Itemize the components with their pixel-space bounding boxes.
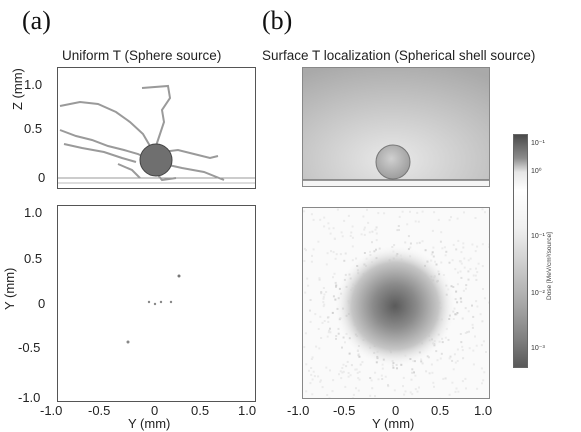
dose-side-view [303,68,489,186]
panel-a-letter: (a) [22,6,51,35]
ytick-top-2: 0.5 [24,121,43,136]
scatter-points [126,274,181,344]
xtick-a-4: 0.5 [191,403,210,418]
panel-b-title: Surface T localization (Spherical shell … [262,48,536,63]
track-plot [58,84,255,184]
xtick-a-2: -0.5 [88,403,111,418]
ytick-bottom-3: 0 [38,296,46,311]
colorbar-tick-2: 10⁰ [531,168,542,175]
ytick-bottom-4: -0.5 [18,340,41,355]
ylabel-text: Z (mm) [10,68,25,110]
colorbar-tick-1: 10⁻¹ [531,140,545,147]
panel-a-xlabel: Y (mm) [128,416,171,431]
xtick-b-4: 0.5 [431,403,450,418]
panel-b-top-plot [302,67,490,187]
panel-a-top-ylabel: Z (mm) [10,68,25,110]
panel-b-letter: (b) [262,6,293,35]
dose-top-view [303,208,489,398]
colorbar-label-text: Dose [MeV/cm³/source] [546,232,553,300]
panel-a-bottom-ylabel: Y (mm) [2,268,17,310]
ylabel-text: Y (mm) [2,267,17,310]
panel-a-top-plot [57,67,256,189]
colorbar-tick-4: 10⁻² [531,290,545,297]
xtick-b-1: -1.0 [287,403,310,418]
colorbar-tick-5: 10⁻³ [531,345,545,352]
ytick-bottom-2: 0.5 [24,251,43,266]
xtick-b-3: 0 [392,403,400,418]
panel-b-bottom-plot [302,207,490,399]
xtick-a-1: -1.0 [40,403,63,418]
panel-b-xlabel: Y (mm) [372,416,415,431]
ytick-bottom-1: 1.0 [24,205,43,220]
ytick-top-1: 1.0 [24,77,43,92]
xtick-b-5: 1.0 [474,403,493,418]
ytick-top-3: 0 [38,170,46,185]
xtick-a-3: 0 [151,403,159,418]
xtick-a-5: 1.0 [238,403,257,418]
colorbar-tick-3: 10⁻¹ [531,233,545,240]
panel-a-bottom-plot [57,205,256,402]
ytick-bottom-5: -1.0 [18,390,41,405]
colorbar [513,134,528,368]
panel-a-title: Uniform T (Sphere source) [62,48,222,63]
xtick-b-2: -0.5 [333,403,356,418]
colorbar-label: Dose [MeV/cm³/source] [546,180,553,300]
